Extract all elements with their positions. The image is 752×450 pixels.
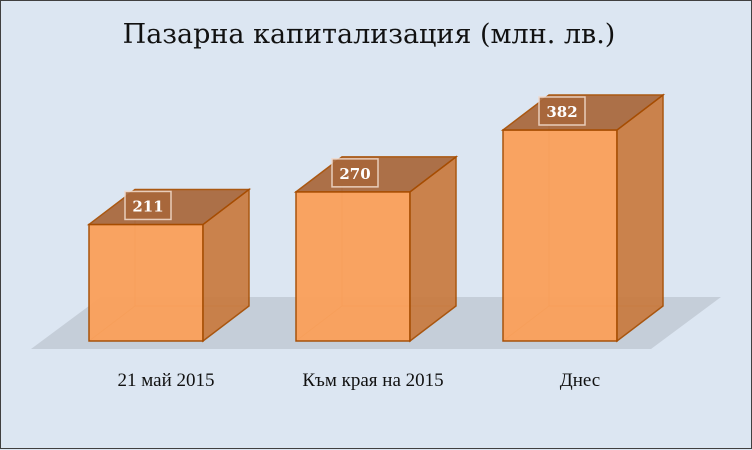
bar-front xyxy=(502,129,618,342)
data-label-box xyxy=(538,96,586,126)
bar-2: 270 Към края на 2015 xyxy=(293,155,459,391)
bar-side xyxy=(616,93,664,343)
data-label-box xyxy=(331,158,379,188)
data-label-box xyxy=(124,190,172,221)
bar-front xyxy=(295,191,411,342)
bar-1: 211 21 май 2015 xyxy=(86,187,252,391)
data-label: 270 xyxy=(339,165,370,183)
data-label: 211 xyxy=(132,197,163,215)
category-label: 21 май 2015 xyxy=(118,370,215,391)
chart-title: Пазарна капитализация (млн. лв.) xyxy=(123,19,616,50)
category-label: Днес xyxy=(560,370,600,391)
bar-front xyxy=(88,223,204,342)
data-label: 382 xyxy=(546,103,577,121)
bar-3: 382 Днес xyxy=(500,93,666,391)
category-label: Към края на 2015 xyxy=(302,370,443,391)
